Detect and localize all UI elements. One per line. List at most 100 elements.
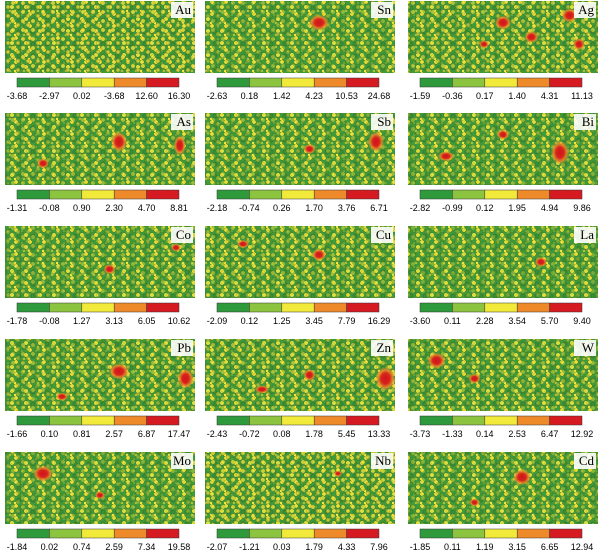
scale-label: 1.78 [305, 429, 323, 439]
scale-segment [419, 415, 453, 426]
label-box [371, 227, 393, 243]
scale-segment [81, 415, 115, 426]
element-label: Co [176, 227, 191, 242]
scale-label: 1.27 [73, 316, 91, 326]
scale-label: 0.14 [476, 429, 494, 439]
scale-segment [313, 415, 347, 426]
scale-segment [216, 528, 250, 539]
scale-label: -3.68 [104, 91, 125, 101]
scale-segment [346, 77, 380, 88]
label-box [171, 114, 193, 130]
scale-segment [484, 77, 518, 88]
scale-segment [549, 302, 583, 313]
panel: As -1.31 -0.08 0.90 2.30 4.70 8.81 [5, 113, 195, 213]
scale-label: 16.29 [368, 316, 391, 326]
scale-label: 3.15 [508, 542, 526, 552]
scale-segment [346, 528, 380, 539]
map-overlay [5, 113, 195, 185]
scale-segment [452, 77, 486, 88]
anomaly [334, 470, 342, 477]
label-box [371, 340, 393, 356]
map-overlay [205, 226, 395, 298]
element-label: Nb [375, 453, 391, 468]
scale-label: 6.65 [541, 542, 559, 552]
anomaly [95, 491, 105, 500]
scale-label: 2.28 [476, 316, 494, 326]
scale-segment [452, 528, 486, 539]
scale-segment [281, 302, 315, 313]
scale-label: 0.11 [444, 542, 461, 552]
scale-label: -2.09 [207, 316, 228, 326]
anomaly [303, 144, 316, 154]
scale-label: 3.13 [105, 316, 123, 326]
panel: Zn -2.43 -0.72 0.08 1.78 5.45 13.33 [205, 339, 396, 439]
scale-segment [16, 302, 50, 313]
scale-segment [484, 302, 518, 313]
scale-label: 6.87 [138, 429, 156, 439]
scale-label: -2.63 [207, 91, 228, 101]
scale-label: 8.81 [170, 203, 188, 213]
element-label: Sn [377, 2, 391, 17]
anomaly [255, 385, 269, 394]
scale-label: 0.02 [73, 91, 91, 101]
scale-segment [16, 189, 50, 200]
scale-segment [81, 77, 115, 88]
scale-label: 10.62 [168, 316, 191, 326]
anomaly [111, 131, 127, 152]
scale-segment [81, 302, 115, 313]
panel: Ag -1.59 -0.36 0.17 1.40 4.31 11.13 [408, 1, 598, 101]
scale-segment [146, 415, 180, 426]
scale-label: 2.30 [105, 203, 123, 213]
scale-segment [313, 189, 347, 200]
scale-segment [313, 528, 347, 539]
scale-segment [549, 528, 583, 539]
scale-segment [452, 302, 486, 313]
scale-segment [16, 415, 50, 426]
map-overlay [5, 226, 195, 298]
scale-label: -1.21 [239, 542, 260, 552]
scale-label: 6.47 [541, 429, 559, 439]
scale-segment [146, 189, 180, 200]
scale-segment [281, 528, 315, 539]
map-overlay [408, 226, 598, 298]
scale-segment [346, 189, 380, 200]
label-box [371, 114, 393, 130]
scale-label: 16.30 [168, 91, 191, 101]
anomaly [368, 131, 384, 152]
scale-label: -0.72 [239, 429, 260, 439]
scale-label: 4.70 [138, 203, 156, 213]
anomaly [535, 257, 547, 267]
scale-segment [49, 189, 83, 200]
element-label: Pb [177, 340, 191, 355]
panel: Nb -2.07 -1.21 0.03 1.79 4.33 7.96 [205, 452, 395, 552]
scale-label: -0.08 [39, 316, 60, 326]
scale-label: 6.05 [138, 316, 156, 326]
scale-label: -2.07 [207, 542, 228, 552]
element-label: As [177, 114, 191, 129]
scale-label: 3.76 [338, 203, 356, 213]
element-label: Au [175, 2, 191, 17]
map-overlay [205, 1, 395, 73]
panel: Sn -2.63 0.18 1.42 4.23 10.53 24.68 [205, 1, 395, 101]
scale-label: -0.36 [442, 91, 463, 101]
scale-label: -0.74 [239, 203, 260, 213]
scale-label: 9.40 [573, 316, 591, 326]
scale-label: -0.08 [39, 203, 60, 213]
panel: Pb -1.66 0.10 0.81 2.57 6.87 17.47 [5, 339, 195, 439]
scale-segment [549, 415, 583, 426]
scale-label: 0.74 [73, 542, 91, 552]
anomaly [56, 392, 68, 401]
panel: Cu -2.09 0.12 1.25 3.45 7.79 16.29 [205, 226, 395, 326]
anomaly [33, 465, 53, 482]
scale-segment [549, 77, 583, 88]
scale-label: 1.70 [305, 203, 323, 213]
scale-label: 0.03 [273, 542, 291, 552]
label-box [574, 340, 596, 356]
scale-segment [216, 77, 250, 88]
map-overlay [5, 339, 195, 411]
scale-label: -2.43 [207, 429, 228, 439]
scale-segment [16, 77, 50, 88]
label-box [171, 340, 193, 356]
scale-segment [113, 189, 147, 200]
